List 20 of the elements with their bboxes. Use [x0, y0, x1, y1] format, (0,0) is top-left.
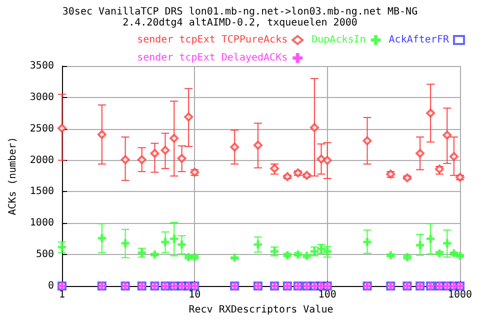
legend-label: sender tcpExt DelayedACKs: [137, 52, 288, 64]
y-tick-label: 3000: [30, 92, 54, 103]
y-tick-label: 3500: [30, 60, 54, 72]
y-axis-title: ACKs (number): [8, 136, 18, 216]
legend-label: AckAfterFR: [388, 34, 450, 46]
chart-title: 30sec VanillaTCP DRS lon01.mb-ng.net->lon03.mb-ng.net MB-NG: [62, 6, 418, 18]
x-tick-label: 1000: [448, 290, 472, 300]
legend-label: DupAcksIn: [312, 34, 366, 46]
legend-label: sender tcpExt TCPPureAcks: [137, 34, 288, 46]
chart-subtitle: 2.4.20dtg4 altAIMD-0.2, txqueuelen 2000: [122, 18, 358, 28]
x-axis-title: Recv RXDescriptors Value: [188, 304, 334, 316]
y-tick-label: 2000: [30, 154, 54, 166]
y-tick-label: 1500: [30, 186, 54, 198]
x-tick-label: 1: [58, 290, 66, 300]
x-tick-label: 10: [188, 290, 201, 300]
y-tick-label: 1000: [30, 218, 54, 229]
x-tick-label: 100: [318, 290, 336, 300]
y-tick-label: 0: [48, 280, 54, 292]
y-tick-label: 500: [36, 249, 54, 260]
y-tick-label: 2500: [30, 123, 54, 134]
